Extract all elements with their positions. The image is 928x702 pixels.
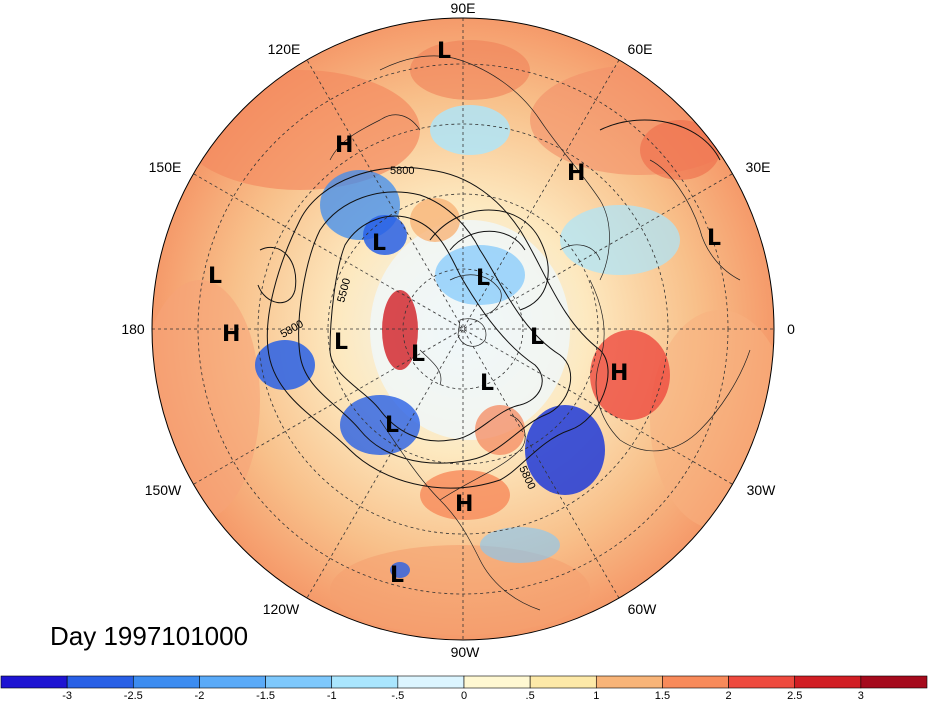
coastlines [329, 55, 751, 611]
colorbar-swatch [397, 675, 465, 689]
colorbar-tick-label: -1.5 [256, 690, 275, 702]
low-center: L [372, 231, 386, 256]
high-center: H [567, 161, 585, 186]
colorbar-swatch [860, 675, 928, 689]
colorbar-tick-label: 1.5 [655, 690, 670, 702]
low-center: L [390, 563, 404, 588]
lon-label: 180 [121, 321, 145, 337]
colorbar-swatch [728, 675, 796, 689]
day-title: Day 1997101000 [50, 621, 248, 651]
colorbar-swatch [794, 675, 862, 689]
low-center: L [437, 39, 451, 64]
colorbar-tick-label: .5 [526, 690, 535, 702]
colorbar-tick-label: 0 [461, 690, 467, 702]
lon-label: 60W [628, 601, 658, 617]
lon-label: 150W [145, 482, 182, 498]
lon-label: 90W [451, 644, 481, 660]
colorbar-tick-label: -3 [62, 690, 72, 702]
low-center: L [476, 266, 490, 291]
colorbar-swatch [265, 675, 333, 689]
lon-label: 0 [787, 321, 795, 337]
colorbar-tick-label: -1 [327, 690, 337, 702]
map-border [151, 17, 775, 641]
lon-label: 30E [746, 159, 771, 175]
colorbar-swatch [199, 675, 266, 689]
high-center: H [222, 322, 240, 347]
lon-label: 60E [628, 41, 653, 57]
colorbar-swatch [463, 675, 531, 689]
colorbar-swatch [331, 675, 399, 689]
colorbar-swatch [595, 675, 663, 689]
colorbar-tick-label: -2.5 [124, 690, 143, 702]
colorbar-swatch [529, 675, 597, 689]
low-center: L [411, 342, 425, 367]
high-center: H [610, 361, 628, 386]
lon-label: 150E [149, 159, 182, 175]
low-center: L [334, 330, 348, 355]
colorbar-swatch [0, 675, 68, 689]
graticule [152, 18, 774, 640]
colorbar-tick-label: 2 [726, 690, 732, 702]
colorbar-swatch [66, 675, 134, 689]
lon-label: 30W [747, 482, 777, 498]
anomaly-field [152, 18, 774, 640]
colorbar-tick-label: -2 [195, 690, 205, 702]
low-center: L [530, 325, 544, 350]
colorbar-tick-label: 2.5 [787, 690, 802, 702]
colorbar-swatch [132, 675, 200, 689]
colorbar-tick-label: 1 [593, 690, 599, 702]
high-center: H [335, 133, 353, 158]
lon-label: 120W [263, 601, 300, 617]
colorbar-swatch [662, 675, 729, 689]
pressure-centers: L H H L L H L L L L L L H L H L [208, 39, 721, 588]
contour-label: 5800 [390, 165, 414, 177]
colorbar: -3 -2.5 -2 -1.5 -1 -.5 0 .5 1 1.5 2 2.5 3 [0, 675, 928, 702]
high-center: H [455, 492, 473, 517]
lon-label: 120E [268, 41, 301, 57]
colorbar-tick-label: -.5 [391, 690, 404, 702]
height-contours [257, 119, 721, 489]
lon-label: 90E [451, 0, 476, 16]
low-center: L [480, 371, 494, 396]
longitude-labels: 90E 60E 30E 0 30W 60W 90W 120W 150W 180 … [121, 0, 795, 660]
low-center: L [385, 413, 399, 438]
low-center: L [208, 264, 222, 289]
low-center: L [707, 226, 721, 251]
colorbar-tick-label: 3 [858, 690, 864, 702]
